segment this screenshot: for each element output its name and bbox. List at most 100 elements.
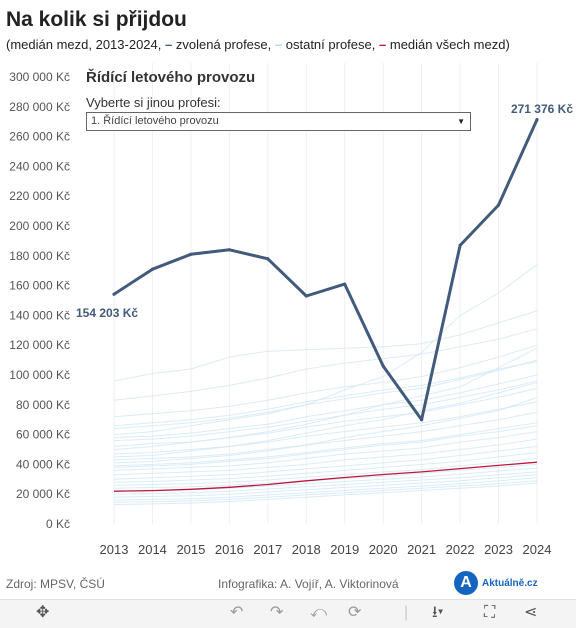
end-value-label: 271 376 Kč xyxy=(510,102,573,116)
x-tick-label: 2017 xyxy=(253,542,282,557)
move-icon[interactable]: ✥ xyxy=(36,604,50,621)
other-profession-line xyxy=(113,474,538,498)
other-profession-line xyxy=(113,344,538,418)
selected-data-point xyxy=(420,418,424,422)
grid-lines xyxy=(113,63,538,524)
y-tick-label: 180 000 Kč xyxy=(9,249,70,263)
selected-data-point xyxy=(496,203,501,207)
selected-legend-label: zvolená profese, xyxy=(175,37,272,52)
y-tick-label: 60 000 Kč xyxy=(16,428,70,442)
y-tick-label: 280 000 Kč xyxy=(9,100,70,114)
other-profession-line xyxy=(113,310,538,382)
other-profession-line xyxy=(113,425,538,468)
x-tick-label: 2016 xyxy=(215,542,244,557)
logo-text: Aktuálně.cz xyxy=(482,577,538,589)
x-tick-label: 2018 xyxy=(292,542,321,557)
share-icon[interactable]: ⋖ xyxy=(524,604,538,621)
y-tick-label: 80 000 Kč xyxy=(16,398,70,412)
y-tick-label: 20 000 Kč xyxy=(16,487,70,501)
profession-select[interactable]: 1. Řídící letového provozu ▼ xyxy=(86,112,471,131)
y-tick-label: 220 000 Kč xyxy=(9,189,70,203)
selected-data-point xyxy=(189,252,193,256)
aktualne-logo[interactable]: A Aktuálně.cz xyxy=(454,570,538,596)
x-tick-label: 2014 xyxy=(138,542,167,557)
selected-data-point xyxy=(381,364,385,368)
other-profession-line xyxy=(113,446,538,480)
x-tick-label: 2022 xyxy=(446,542,475,557)
y-tick-label: 140 000 Kč xyxy=(9,308,70,322)
x-tick-label: 2021 xyxy=(407,542,436,557)
other-profession-line xyxy=(113,396,538,464)
toolbar-divider: | xyxy=(404,604,409,621)
other-profession-line xyxy=(113,347,538,450)
selected-data-point xyxy=(112,292,116,296)
median-line[interactable] xyxy=(113,461,538,492)
y-tick-label: 200 000 Kč xyxy=(9,219,70,233)
other-profession-line xyxy=(113,401,538,455)
other-profession-line xyxy=(113,457,538,486)
redo-icon[interactable]: ↷ xyxy=(270,604,284,621)
logo-mark: A xyxy=(454,571,478,595)
other-profession-line xyxy=(113,411,538,461)
median-series-line xyxy=(113,461,538,492)
x-axis-ticks: 2013 2014 2015 2016 2017 2018 2019 2020 2021 2022… xyxy=(100,542,552,557)
selected-series-line xyxy=(113,118,539,422)
other-profession-line xyxy=(113,480,538,503)
other-profession-line xyxy=(113,264,538,436)
x-tick-label: 2024 xyxy=(523,542,552,557)
y-tick-label: 300 000 Kč xyxy=(9,70,70,84)
y-tick-label: 160 000 Kč xyxy=(9,279,70,293)
profile-title: Řídící letového provozu xyxy=(86,69,256,86)
dropdown-arrow-icon[interactable]: ▼ xyxy=(457,117,465,126)
y-tick-label: 0 Kč xyxy=(46,517,70,531)
other-profession-line xyxy=(113,477,538,501)
selected-data-point xyxy=(266,257,270,261)
x-tick-label: 2015 xyxy=(176,542,205,557)
other-profession-line xyxy=(113,328,538,401)
other-profession-line xyxy=(113,431,538,471)
y-tick-label: 120 000 Kč xyxy=(9,338,70,352)
median-legend-swatch: – xyxy=(379,37,387,52)
chart-title: Na kolik si přijdou xyxy=(6,8,187,31)
viz-toolbar: ✥ ↶ ↷ ⤺ ⟳ | ⭳▾ ⛶ ⋖ xyxy=(0,599,576,628)
selected-data-point xyxy=(304,294,308,298)
y-tick-label: 260 000 Kč xyxy=(9,130,70,144)
x-tick-label: 2019 xyxy=(330,542,359,557)
other-profession-line xyxy=(113,422,538,467)
other-profession-line xyxy=(113,438,538,476)
select-label: Vyberte si jinou profesi: xyxy=(86,95,221,110)
fullscreen-icon[interactable]: ⛶ xyxy=(484,604,496,621)
other-profession-line xyxy=(113,380,538,442)
selected-data-point xyxy=(458,243,462,247)
other-profession-line xyxy=(113,374,538,439)
x-tick-label: 2023 xyxy=(484,542,513,557)
x-tick-label: 2020 xyxy=(369,542,398,557)
selected-data-point xyxy=(535,118,539,122)
revert-icon[interactable]: ⤺ xyxy=(310,604,328,621)
refresh-icon[interactable]: ⟳ xyxy=(348,604,362,621)
undo-icon[interactable]: ↶ xyxy=(230,604,244,621)
y-axis-ticks: 0 Kč 20 000 Kč 40 000 Kč 60 000 Kč 80 000 Kč… xyxy=(9,70,70,531)
y-tick-label: 40 000 Kč xyxy=(16,457,70,471)
credit-note: Infografika: A. Vojíř, A. Viktorinová xyxy=(218,577,399,591)
start-value-label: 154 203 Kč xyxy=(76,306,139,320)
x-tick-label: 2013 xyxy=(100,542,129,557)
other-profession-line xyxy=(113,471,538,495)
other-legend-swatch: – xyxy=(274,37,283,52)
other-profession-line xyxy=(113,359,538,430)
line-chart[interactable]: 0 Kč 20 000 Kč 40 000 Kč 60 000 Kč 80 000 Kč… xyxy=(0,58,576,568)
y-tick-label: 240 000 Kč xyxy=(9,159,70,173)
y-tick-label: 100 000 Kč xyxy=(9,368,70,382)
other-professions-lines[interactable] xyxy=(113,264,538,506)
subtitle-prefix: (medián mezd, 2013-2024, xyxy=(6,37,162,52)
selected-legend-swatch: – xyxy=(165,37,173,52)
source-note: Zdroj: MPSV, ČSÚ xyxy=(6,577,105,591)
selected-data-point xyxy=(343,282,347,286)
other-profession-line xyxy=(113,361,538,427)
selected-data-point xyxy=(227,248,231,252)
other-profession-line xyxy=(113,452,538,483)
download-icon[interactable]: ⭳▾ xyxy=(432,604,444,621)
other-profession-line xyxy=(113,482,538,506)
chart-subtitle: (medián mezd, 2013-2024, – zvolená profe… xyxy=(6,37,510,52)
selected-profession-line[interactable] xyxy=(112,118,539,422)
